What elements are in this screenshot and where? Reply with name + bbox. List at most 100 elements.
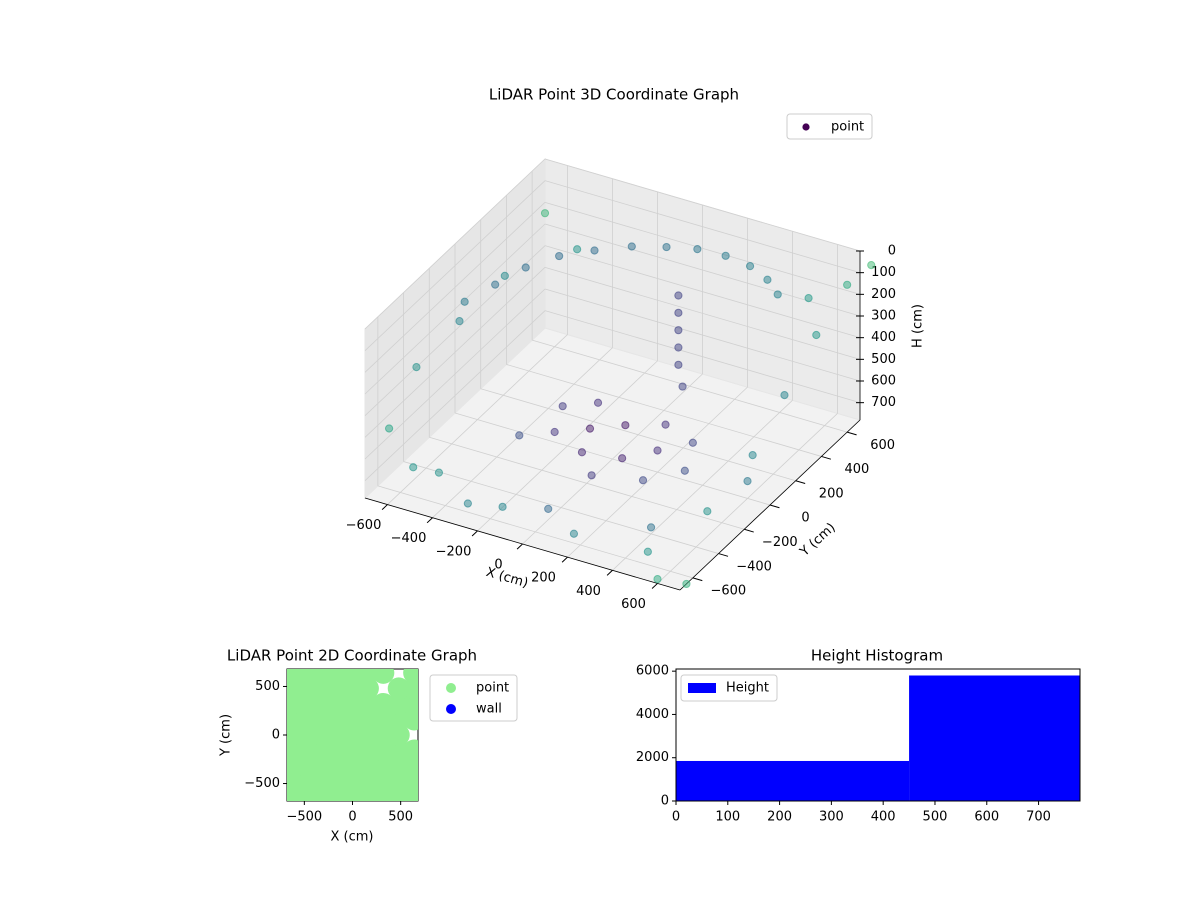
y-tick-label: 0 <box>801 511 809 526</box>
point <box>341 770 364 793</box>
chart-title: Height Histogram <box>811 647 943 665</box>
point <box>326 692 349 715</box>
point <box>627 242 636 251</box>
y-tick-label: 4000 <box>636 707 669 722</box>
point <box>387 708 410 731</box>
point <box>498 502 507 511</box>
point <box>326 755 349 778</box>
point <box>409 463 418 472</box>
point <box>310 692 333 715</box>
point <box>372 708 395 731</box>
y-tick-label: −400 <box>736 559 772 574</box>
point <box>372 669 395 684</box>
point <box>743 476 752 486</box>
point <box>387 739 410 762</box>
grid-line <box>429 436 745 530</box>
point <box>387 677 410 700</box>
point <box>310 770 333 793</box>
point <box>703 507 712 516</box>
grid-line <box>364 267 546 438</box>
y-tick-label: 600 <box>870 438 895 453</box>
bar <box>676 760 910 801</box>
z-tick-label: 500 <box>871 352 896 367</box>
point <box>387 755 410 778</box>
legend-label: point <box>831 120 864 135</box>
point <box>569 529 579 538</box>
point <box>812 330 821 340</box>
point <box>372 755 395 778</box>
point <box>680 466 689 475</box>
points-2d <box>287 669 418 801</box>
point <box>587 471 596 480</box>
point <box>372 692 395 715</box>
point <box>387 692 410 715</box>
y-tick-label: −600 <box>710 584 746 599</box>
x-tick-label: −600 <box>346 518 382 533</box>
point <box>491 280 500 289</box>
x-tick-label: 0 <box>672 810 680 825</box>
y-tick <box>718 553 729 557</box>
y-tick-label: −500 <box>244 776 280 791</box>
legend-label: wall <box>476 702 502 717</box>
point <box>674 308 683 317</box>
point <box>540 209 550 218</box>
point <box>521 263 530 272</box>
x-tick-label: 0 <box>494 558 502 573</box>
point <box>585 424 595 433</box>
point <box>544 504 553 513</box>
point <box>326 708 349 731</box>
x-tick <box>381 504 388 511</box>
point <box>653 446 662 455</box>
point <box>356 692 379 715</box>
grid-line <box>544 180 861 274</box>
point <box>780 390 789 400</box>
point <box>678 382 687 391</box>
legend-label: point <box>476 681 509 696</box>
grid-line <box>544 266 861 360</box>
grid-line <box>364 288 546 460</box>
point <box>403 669 418 684</box>
point <box>653 574 662 584</box>
x-axis-label: X (cm) <box>484 565 529 591</box>
y-axis-label: Y (cm) <box>797 520 839 560</box>
plot-3d: −600−400−2000200400600−600−400−200020040… <box>346 113 896 612</box>
point <box>341 677 364 700</box>
y-tick <box>692 577 703 582</box>
point <box>341 739 364 762</box>
grid-line <box>544 201 861 295</box>
x-tick-label: 500 <box>388 810 413 825</box>
grid-line <box>364 310 546 481</box>
legend-marker <box>802 123 810 131</box>
point <box>721 251 730 260</box>
grid-line <box>364 158 546 330</box>
point <box>326 677 349 700</box>
bar <box>909 675 1080 801</box>
legend-marker <box>688 683 716 693</box>
point <box>310 755 333 778</box>
point <box>356 708 379 731</box>
x-tick-label: 100 <box>715 810 740 825</box>
grid-line <box>480 388 796 482</box>
point <box>310 708 333 731</box>
point <box>341 724 364 746</box>
x-tick-label: 500 <box>923 810 948 825</box>
point <box>387 770 410 793</box>
x-tick <box>651 583 658 589</box>
grid-line <box>377 485 693 579</box>
point <box>867 261 876 270</box>
point <box>804 293 813 303</box>
axis-line <box>364 497 681 591</box>
point <box>385 424 394 433</box>
point <box>372 724 395 746</box>
z-tick-label: 300 <box>871 309 896 324</box>
x-tick-label: −400 <box>391 531 427 546</box>
plot-histogram: 0 100 200 300 400 500 600 700 0 2000 4000 6000 Heigh… <box>636 664 1081 825</box>
axes-frame <box>675 668 1081 802</box>
point <box>326 724 349 746</box>
point <box>763 275 772 284</box>
z-tick-label: 400 <box>871 330 896 345</box>
point <box>295 708 318 731</box>
x-tick <box>606 569 613 576</box>
point <box>295 770 318 793</box>
